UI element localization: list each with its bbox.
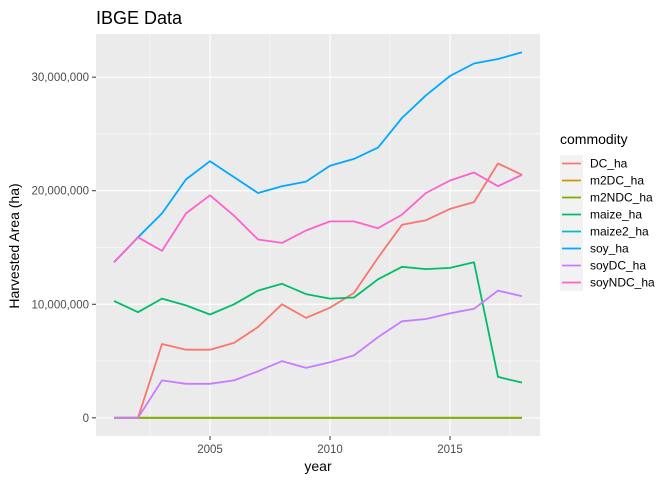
y-tick-label: 0 [83, 413, 89, 425]
series-line-soyDC_ha [114, 289, 523, 419]
legend-label-soyNDC_ha: soyNDC_ha [590, 276, 655, 290]
gridlines [96, 34, 540, 436]
x-tick-label: 2015 [437, 444, 463, 456]
legend-label-maize2_ha: maize2_ha [590, 225, 649, 239]
y-tick-label: 30,000,000 [31, 72, 89, 84]
panel-background [96, 34, 540, 436]
series-line-maize_ha [113, 261, 523, 384]
series-lines [113, 51, 523, 419]
legend: commodity DC_ha m2DC_ha m2NDC_ha maize_hama… [560, 131, 655, 291]
series-line-soy_ha [113, 51, 523, 263]
x-tick-label: 2005 [197, 444, 223, 456]
legend-label-DC_ha: DC_ha [590, 157, 628, 171]
y-tick-label: 20,000,000 [31, 186, 89, 198]
series-line-soyNDC_ha [113, 171, 523, 263]
series-line-DC_ha [114, 162, 523, 419]
legend-label-m2DC_ha: m2DC_ha [590, 174, 644, 188]
legend-label-m2NDC_ha: m2NDC_ha [590, 191, 653, 205]
y-axis-title: Harvested Area (ha) [6, 183, 22, 308]
y-tick-label: 10,000,000 [31, 299, 89, 311]
axes: 0 10,000,000 20,000,000 30,000,000 2005 2010 2… [31, 72, 462, 456]
legend-label-soyDC_ha: soyDC_ha [590, 259, 646, 273]
x-tick-label: 2010 [317, 444, 343, 456]
chart-title: IBGE Data [96, 8, 183, 28]
plot-panel [96, 34, 540, 436]
legend-items: DC_ha m2DC_ha m2NDC_ha maize_ha maize2_hasoy… [560, 155, 655, 291]
legend-label-soy_ha: soy_ha [590, 242, 629, 256]
legend-title: commodity [560, 131, 628, 147]
x-axis-title: year [304, 458, 332, 474]
legend-label-maize_ha: maize_ha [590, 208, 642, 222]
